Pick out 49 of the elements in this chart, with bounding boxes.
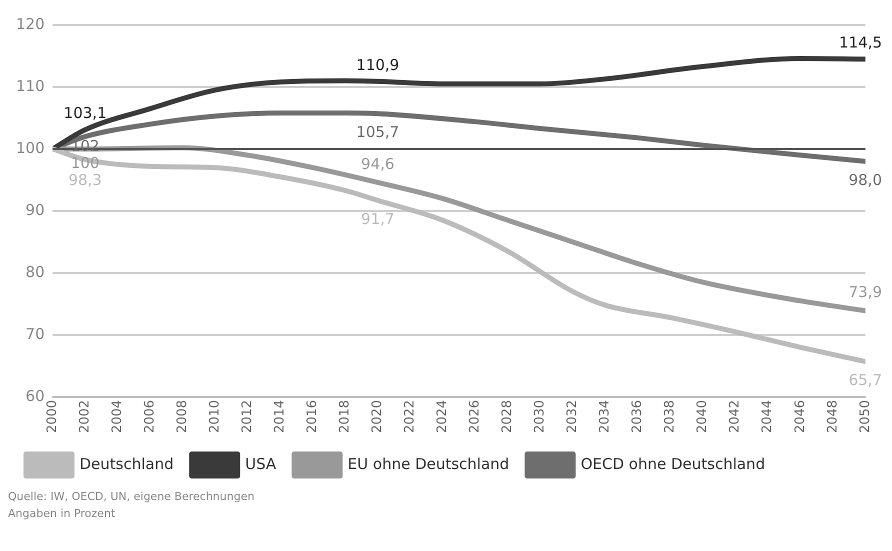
x-tick-label: 2008	[175, 400, 190, 434]
x-tick-label: 2010	[208, 400, 223, 434]
x-tick-label: 2014	[272, 400, 288, 434]
legend-label: EU ohne Deutschland	[348, 454, 510, 473]
y-tick-label: 90	[26, 200, 45, 219]
data-label: 73,9	[848, 283, 882, 302]
data-label: 91,7	[361, 210, 394, 228]
x-tick-label: 2016	[305, 400, 320, 434]
legend-label: OECD ohne Deutschland	[580, 454, 766, 473]
x-tick-label: 2044	[760, 400, 776, 434]
text: Angaben in Prozent	[8, 507, 116, 520]
x-tick-label: 2012	[240, 400, 256, 434]
x-tick-label: 2020	[370, 400, 386, 434]
source-note: Quelle: IW, OECD, UN, eigene Berechnungen	[8, 490, 256, 503]
x-tick-label: 2038	[662, 400, 678, 434]
data-label: 98,3	[68, 170, 102, 189]
legend-label: Deutschland	[80, 454, 174, 473]
legend-label: USA	[245, 454, 277, 473]
x-tick-label: 2026	[468, 400, 483, 434]
y-tick-label: 80	[26, 262, 45, 281]
x-tick-label: 2000	[45, 400, 60, 434]
y-tick-label: 70	[26, 324, 45, 343]
x-tick-label: 2034	[598, 400, 613, 434]
y-tick-label: 120	[16, 14, 45, 33]
x-tick-label: 2030	[532, 400, 548, 434]
x-tick-label: 2006	[142, 400, 158, 434]
x-tick-label: 2018	[338, 400, 353, 434]
x-tick-label: 2028	[500, 400, 516, 434]
y-tick-label: 110	[16, 76, 45, 95]
x-tick-label: 2024	[435, 400, 450, 434]
x-tick-label: 2048	[825, 400, 840, 434]
data-label: 114,5	[839, 33, 882, 52]
x-tick-label: 2036	[630, 400, 646, 434]
data-label: 105,7	[356, 123, 400, 142]
x-tick-label: 2042	[728, 400, 743, 434]
x-tick-label: 2004	[110, 400, 126, 434]
x-tick-label: 2002	[78, 400, 93, 434]
x-tick-label: 2046	[792, 400, 808, 434]
x-tick-label: 2032	[565, 400, 580, 434]
y-tick-label: 100	[16, 138, 45, 157]
data-label: 65,7	[848, 370, 882, 389]
data-label: 110,9	[356, 56, 400, 74]
x-tick-label: 2022	[402, 400, 418, 434]
x-tick-label: 2040	[695, 400, 710, 434]
y-tick-label: 60	[26, 386, 45, 405]
data-label: 94,6	[361, 154, 394, 173]
data-label: 98,0	[848, 170, 882, 189]
data-label: 103,1	[64, 104, 107, 122]
x-tick-label: 2050	[858, 400, 873, 434]
